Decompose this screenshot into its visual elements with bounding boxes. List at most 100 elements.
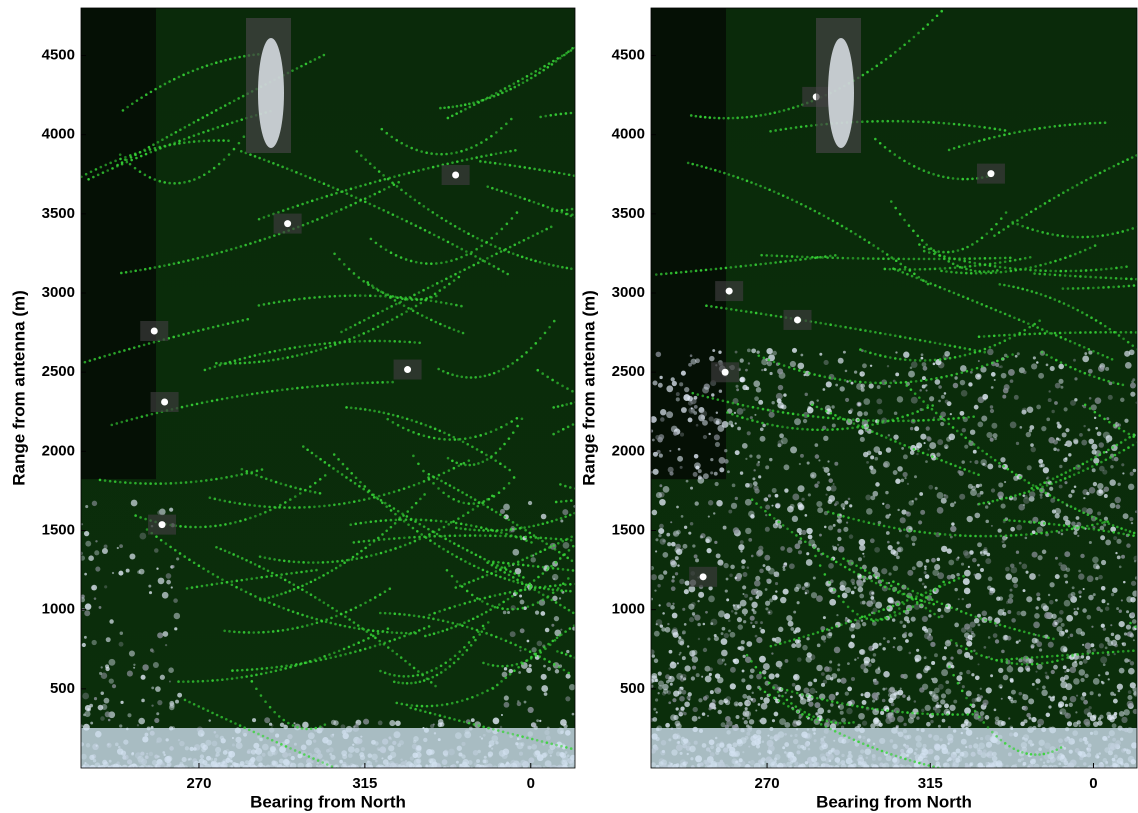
y-tick-label: 2000 [42,442,75,459]
clutter [154,548,159,553]
track-dot [367,330,370,333]
track-dot [292,724,295,727]
track-dot [349,773,352,776]
track-dot [405,518,408,521]
track-dot [443,286,446,289]
track-dot [645,115,648,118]
track-dot [236,120,239,123]
track-dot [558,551,561,554]
track-dot [288,581,291,584]
track-dot [268,160,271,163]
clutter [688,692,692,696]
clutter [737,427,741,431]
track-dot [354,523,357,526]
track-dot [360,556,363,559]
track-dot [457,545,460,548]
clutter [690,487,693,490]
track-dot [615,513,618,516]
clutter [1090,691,1094,695]
track-dot [208,139,211,142]
track-dot [614,758,617,761]
track-dot [385,550,388,553]
clutter [894,692,897,695]
track-dot [191,404,194,407]
track-dot [403,537,406,540]
track-dot [345,328,348,331]
track-dot [364,485,367,488]
track-dot [534,653,537,656]
track-dot [479,598,482,601]
track-dot [514,165,517,168]
track-dot [155,535,158,538]
clutter [916,561,923,568]
track-dot [379,295,382,298]
clutter [95,540,97,542]
track-dot [469,528,472,531]
clutter [1130,472,1134,476]
track-dot [502,601,505,604]
clutter [503,504,510,511]
clutter [987,464,993,470]
track-dot [287,208,290,211]
track-dot [412,455,415,458]
track-dot [246,393,249,396]
track-dot [633,762,636,765]
track-dot [507,518,510,521]
clutter [1034,613,1040,619]
track-dot [520,526,523,529]
track-dot [485,154,488,157]
track-dot [314,727,317,730]
clutter [84,610,90,616]
clutter [919,687,924,692]
track-dot [235,586,238,589]
track-dot [228,501,231,504]
clutter [1113,536,1117,540]
clutter [830,587,837,594]
track-dot [602,520,605,523]
track-dot [491,94,494,97]
track-dot [607,602,610,605]
track-dot [259,353,262,356]
clutter [732,484,736,488]
track-dot [315,618,318,621]
track-dot [552,60,555,63]
track-dot [134,152,137,155]
clutter [755,621,758,624]
clutter [504,667,507,670]
track-dot [601,410,604,413]
clutter [919,492,923,496]
track-dot [460,248,463,251]
track-dot [222,139,225,142]
track-dot [332,186,335,189]
clutter [1098,717,1101,720]
y-tick-label: 2500 [42,363,75,380]
track-dot [202,680,205,683]
track-dot [587,38,590,41]
track-dot [550,743,553,746]
clutter [544,692,548,696]
track-dot [393,340,396,343]
track-dot [465,523,468,526]
track-dot [271,572,274,575]
track-dot [583,41,586,44]
clutter [829,660,832,663]
track-dot [351,558,354,561]
track-dot [512,252,515,255]
track-dot [274,350,277,353]
track-dot [543,65,546,68]
track-dot [425,151,428,154]
clutter [801,498,804,501]
track-dot [121,421,124,424]
track-dot [349,326,352,329]
track-dot [493,95,496,98]
clutter [177,693,182,698]
track-dot [278,605,281,608]
track-dot [605,497,608,500]
clutter [709,673,712,676]
track-dot [265,672,268,675]
track-dot [375,496,378,499]
track-dot [314,596,317,599]
clutter [1037,555,1042,560]
track-dot [394,513,397,516]
track-dot [391,318,394,321]
